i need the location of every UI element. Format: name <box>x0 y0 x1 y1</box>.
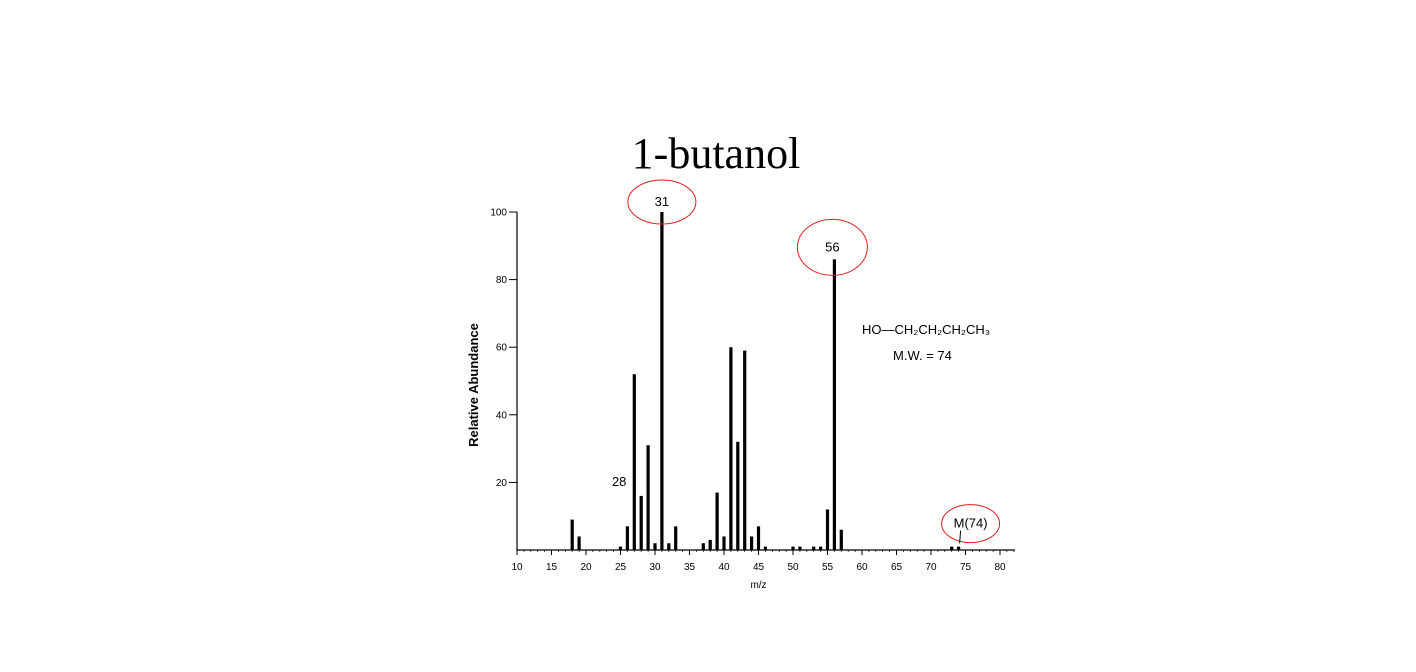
peak-bar <box>639 495 643 550</box>
peak-bar <box>756 526 761 550</box>
ticks: 20 40 60 80 100 10 15 20 25 30 35 40 45 50 55 60 65 70 75 8… <box>490 208 1015 591</box>
peak-bar <box>646 445 650 550</box>
structural-formula: HO—CH₂CH₂CH₂CH₃ <box>862 322 990 337</box>
peak-bar <box>715 492 719 550</box>
peak-bar <box>819 546 823 550</box>
y-axis-label: Relative Abundance <box>466 323 481 447</box>
molecular-weight: M.W. = 74 <box>893 348 952 363</box>
molecular-ion-leader <box>959 530 962 544</box>
x-axis-label: m/z <box>750 580 766 591</box>
x-tick-label: 50 <box>787 562 799 573</box>
peak-label: 28 <box>612 474 626 489</box>
peak-bar <box>950 546 954 550</box>
peak-bar <box>798 546 802 550</box>
peak-bar <box>736 441 740 550</box>
peak-bar <box>832 259 836 550</box>
peak-bar <box>632 374 636 550</box>
x-tick-label: 25 <box>615 562 627 573</box>
peak-bar <box>660 212 664 550</box>
peak-bar <box>743 350 747 550</box>
peak-bar <box>653 543 657 550</box>
x-tick-label: 20 <box>580 562 592 573</box>
peak-bar <box>577 536 581 550</box>
x-tick-label: 40 <box>718 562 730 573</box>
x-tick-label: 45 <box>753 562 765 573</box>
peak-bar <box>708 539 712 550</box>
peak-bar <box>701 543 705 550</box>
y-tick-label: 40 <box>496 410 508 421</box>
x-tick-label: 60 <box>856 562 868 573</box>
peak-bar <box>570 519 574 550</box>
peak-bar <box>825 509 830 550</box>
peak-bars <box>570 212 961 550</box>
peak-bar <box>763 546 767 550</box>
x-tick-label: 55 <box>822 562 834 573</box>
x-tick-label: 35 <box>684 562 696 573</box>
peak-label: 56 <box>825 239 839 254</box>
chart-title: 1-butanol <box>632 129 801 178</box>
x-tick-label: 65 <box>891 562 903 573</box>
peak-label: M(74) <box>954 516 988 531</box>
axes <box>516 212 1015 551</box>
peak-bar <box>839 529 843 550</box>
x-tick-label: 70 <box>925 562 937 573</box>
peak-bar <box>750 536 754 550</box>
peak-bar <box>618 546 623 550</box>
x-tick-label: 15 <box>546 562 558 573</box>
peak-bar <box>729 347 733 550</box>
x-tick-label: 30 <box>649 562 661 573</box>
x-tick-label: 10 <box>511 562 523 573</box>
y-tick-label: 80 <box>496 275 508 286</box>
peak-bar <box>722 536 726 550</box>
x-tick-label: 75 <box>960 562 972 573</box>
y-tick-label: 20 <box>496 478 508 489</box>
peak-bar <box>812 546 816 550</box>
peak-bar <box>674 526 678 550</box>
y-tick-label: 60 <box>496 343 508 354</box>
highlight-circle <box>941 504 1001 544</box>
peak-label: 31 <box>655 194 669 209</box>
peak-bar <box>625 526 629 550</box>
peak-bar <box>791 546 795 550</box>
highlight-circle <box>796 218 868 276</box>
peak-bar <box>667 543 671 550</box>
x-tick-label: 80 <box>994 562 1006 573</box>
peak-bar <box>957 546 961 550</box>
peak-annotations: 31 56 28 M(74) <box>612 179 1001 544</box>
highlight-circle <box>627 179 697 225</box>
y-tick-label: 100 <box>490 208 507 219</box>
